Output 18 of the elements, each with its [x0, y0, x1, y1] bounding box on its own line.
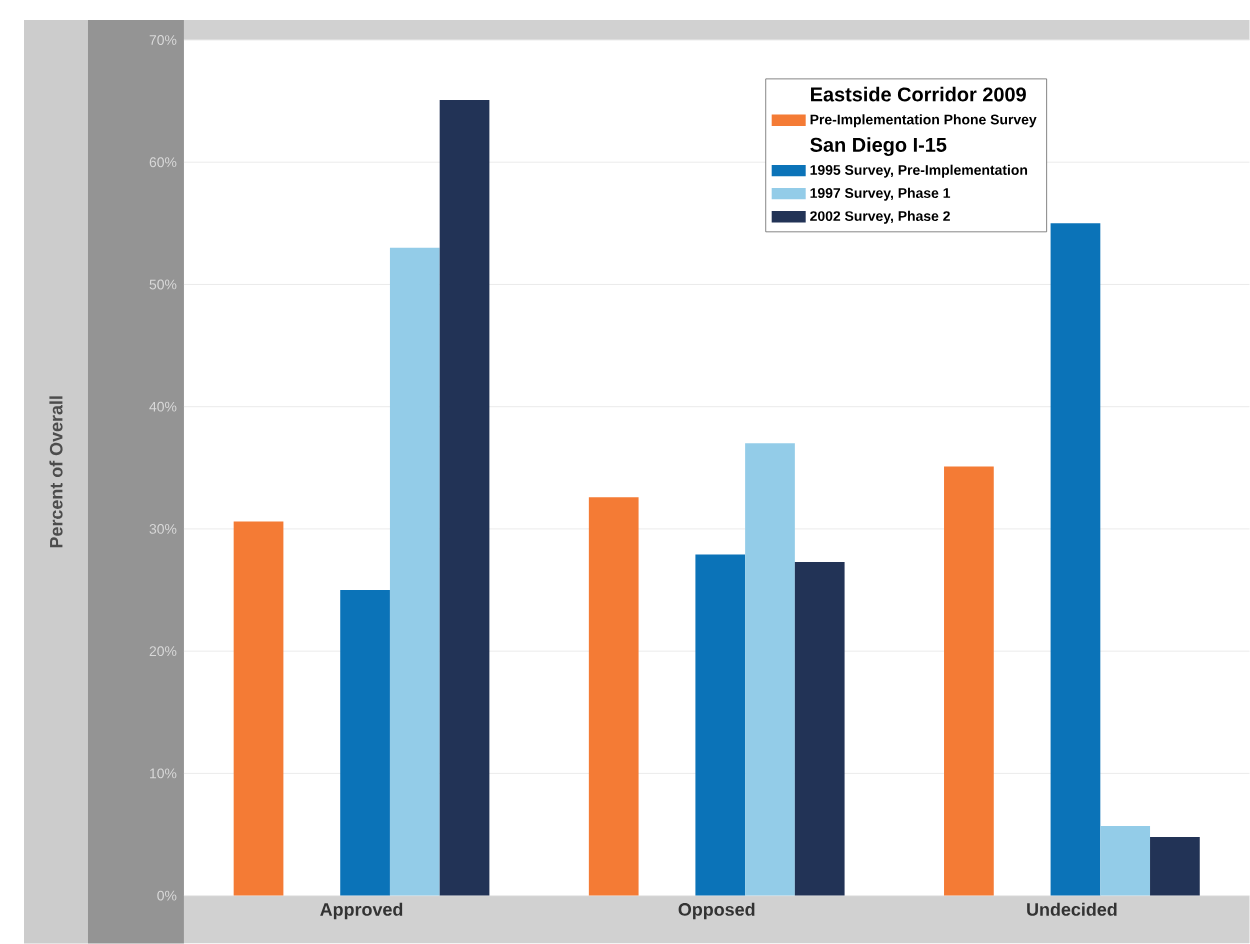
bar [695, 554, 746, 896]
bar [1150, 837, 1200, 896]
y-axis-title: Percent of Overall [49, 396, 63, 548]
annotation: San Diego I-15 [810, 137, 947, 157]
bar [340, 590, 390, 896]
bar [389, 247, 440, 896]
bar [1100, 826, 1151, 896]
bar [944, 466, 994, 896]
x-tick-label: Opposed [678, 902, 755, 920]
legend-title: Eastside Corridor 2009 [811, 87, 1026, 102]
x-tick-label: Approved [320, 902, 403, 920]
bar [794, 562, 845, 896]
bar [439, 100, 490, 896]
x-tick-label: Undecided [1027, 902, 1117, 917]
bar [588, 497, 639, 896]
bar [745, 443, 795, 896]
bar [233, 521, 284, 896]
bar [1050, 223, 1101, 896]
